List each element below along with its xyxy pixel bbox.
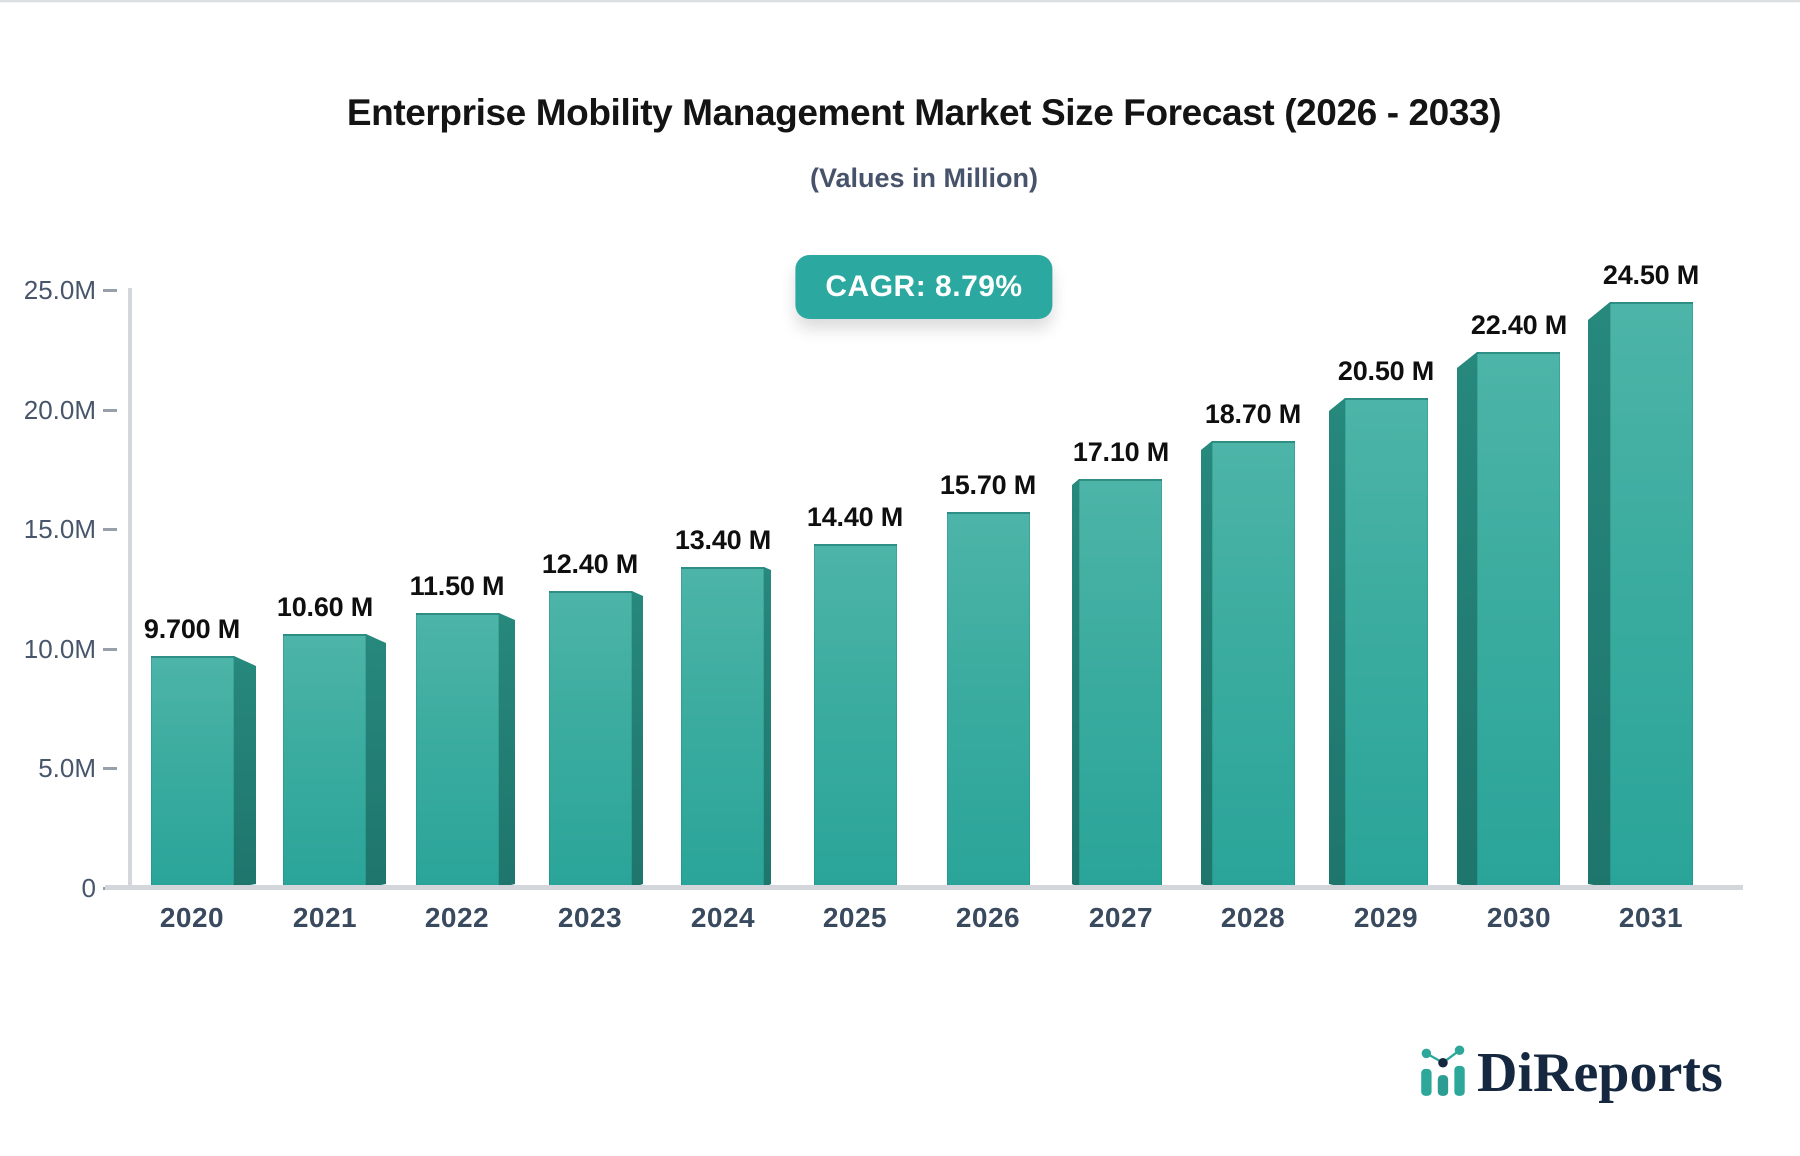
bar-2031	[1610, 302, 1693, 888]
bar-2029-side	[1329, 398, 1345, 888]
y-axis-label-5.0M: 5.0M	[38, 753, 96, 784]
x-axis-label-2030: 2030	[1486, 902, 1552, 933]
x-axis-label-2024: 2024	[690, 902, 756, 933]
bar-2028-side	[1201, 441, 1212, 888]
bar-2029	[1345, 398, 1428, 888]
bar-2024-value-label: 13.40 M	[674, 525, 772, 555]
x-axis-label-2028: 2028	[1220, 902, 1286, 933]
y-axis-line	[128, 288, 132, 888]
bar-2022-value-label: 11.50 M	[409, 571, 505, 601]
bar-2028-value-label: 18.70 M	[1204, 399, 1302, 429]
x-axis-label-2020: 2020	[159, 902, 225, 933]
y-axis-label-0: 0	[81, 873, 96, 903]
bar-chart-logo-icon	[1421, 1045, 1465, 1096]
bar-2031-side	[1588, 302, 1610, 888]
top-border	[0, 0, 1800, 3]
bar-2030	[1477, 352, 1560, 888]
bar-2027-value-label: 17.10 M	[1072, 437, 1170, 467]
bar-2021	[283, 634, 366, 888]
x-axis-label-2021: 2021	[292, 902, 358, 933]
y-axis-tick-5.0M	[103, 767, 117, 771]
x-axis-label-2031: 2031	[1618, 902, 1684, 933]
cagr-badge: CAGR: 8.79%	[795, 255, 1053, 319]
chart-title: Enterprise Mobility Management Market Si…	[346, 92, 1502, 133]
bar-2031-value-label: 24.50 M	[1602, 260, 1700, 290]
bar-2020-value-label: 9.700 M	[143, 614, 241, 644]
chart-subtitle: (Values in Million)	[809, 163, 1039, 193]
x-axis-label-2029: 2029	[1353, 902, 1419, 933]
bar-2030-value-label: 22.40 M	[1470, 310, 1568, 340]
y-axis-label-25.0M: 25.0M	[23, 275, 96, 305]
y-axis-label-10.0M: 10.0M	[23, 633, 96, 664]
bar-2022	[416, 613, 499, 888]
bar-2023-side	[632, 591, 643, 888]
x-axis-label-2022: 2022	[424, 902, 490, 933]
direports-logo: DiReports	[1418, 1042, 1723, 1105]
x-axis-label-2026: 2026	[955, 902, 1021, 933]
bar-2030-side	[1457, 352, 1477, 888]
y-axis-tick-10.0M	[103, 647, 117, 651]
bar-2028	[1212, 441, 1295, 888]
x-axis-label-2023: 2023	[557, 902, 623, 933]
bar-2026	[947, 512, 1030, 888]
bar-2027-side	[1072, 479, 1079, 888]
bar-2020-side	[234, 656, 256, 888]
bar-2026-value-label: 15.70 M	[939, 470, 1037, 500]
x-axis-label-2027: 2027	[1088, 902, 1154, 933]
bar-2029-value-label: 20.50 M	[1337, 356, 1435, 386]
bar-2022-side	[499, 613, 515, 888]
bar-2025-value-label: 14.40 M	[806, 502, 904, 532]
y-axis-tick-25.0M	[103, 289, 117, 292]
x-axis-label-2025: 2025	[822, 902, 888, 933]
bar-2025	[814, 544, 897, 888]
bar-2024-side	[764, 567, 771, 888]
bar-2024	[681, 567, 764, 888]
bar-2021-value-label: 10.60 M	[276, 592, 374, 622]
y-axis-tick-20.0M	[103, 408, 117, 412]
bar-2020	[151, 656, 234, 888]
bar-2027	[1079, 479, 1162, 888]
x-axis-line	[105, 885, 1743, 890]
y-axis-tick-15.0M	[103, 528, 117, 532]
bar-2021-side	[366, 634, 386, 888]
y-axis-label-15.0M: 15.0M	[23, 514, 96, 545]
bar-2023-value-label: 12.40 M	[541, 549, 639, 579]
y-axis-label-20.0M: 20.0M	[23, 394, 96, 425]
logo-text: DiReports	[1477, 1042, 1723, 1105]
bar-2023	[549, 591, 632, 888]
